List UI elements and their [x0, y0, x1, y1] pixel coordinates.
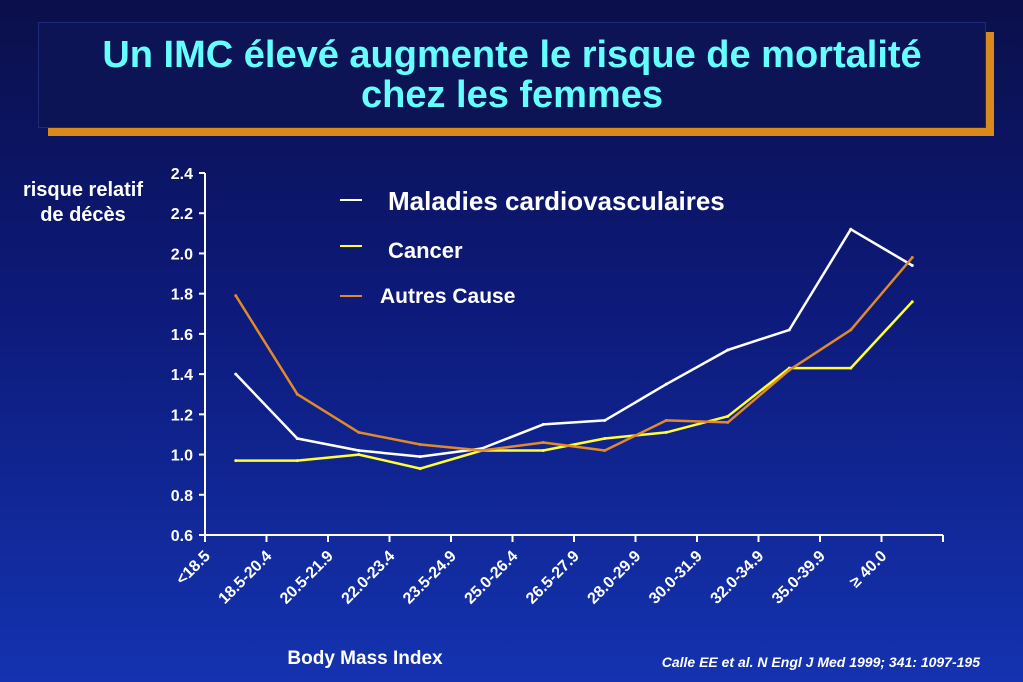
data-point	[357, 430, 361, 434]
data-point	[234, 459, 238, 463]
y-tick-label: 0.6	[171, 528, 193, 545]
data-point	[787, 328, 791, 332]
data-point	[849, 366, 853, 370]
title-box: Un IMC élevé augmente le risque de morta…	[38, 22, 986, 128]
data-point	[849, 227, 853, 231]
legend-label: Autres Cause	[380, 285, 515, 308]
data-point	[787, 368, 791, 372]
y-tick-label: 2.4	[171, 166, 193, 183]
data-point	[357, 453, 361, 457]
data-point	[234, 294, 238, 298]
data-point	[541, 422, 545, 426]
y-tick-label: 1.2	[171, 407, 193, 424]
data-point	[603, 418, 607, 422]
data-point	[664, 382, 668, 386]
data-point	[480, 449, 484, 453]
data-point	[910, 255, 914, 259]
data-point	[849, 328, 853, 332]
x-tick-label: 20.5-21.9	[277, 548, 337, 608]
x-tick-label: 32.0-34.9	[708, 548, 768, 608]
x-tick-label: 18.5-20.4	[216, 548, 276, 608]
data-point	[910, 264, 914, 268]
legend-label: Maladies cardiovasculaires	[388, 186, 725, 216]
series-line-2	[235, 300, 914, 470]
slide-title: Un IMC élevé augmente le risque de morta…	[102, 34, 922, 116]
legend-label: Cancer	[388, 238, 463, 263]
y-tick-label: 1.0	[171, 448, 193, 465]
data-point	[910, 300, 914, 304]
x-tick-label: 23.5-24.9	[400, 548, 460, 608]
data-point	[541, 449, 545, 453]
data-point	[357, 449, 361, 453]
x-tick-label: 35.0-39.9	[769, 548, 829, 608]
data-point	[418, 467, 422, 471]
x-tick-label: ≥ 40.0	[847, 548, 890, 591]
data-point	[603, 449, 607, 453]
x-axis-label: Body Mass Index	[287, 648, 443, 669]
data-point	[726, 348, 730, 352]
y-tick-label: 0.8	[171, 488, 193, 505]
series-line-1	[234, 228, 913, 458]
data-point	[295, 392, 299, 396]
citation: Calle EE et al. N Engl J Med 1999; 341: …	[661, 654, 980, 670]
data-point	[664, 430, 668, 434]
data-point	[603, 436, 607, 440]
data-point	[726, 414, 730, 418]
data-point	[295, 459, 299, 463]
data-point	[726, 420, 730, 424]
data-point	[664, 418, 668, 422]
data-point	[418, 455, 422, 459]
x-tick-label: 28.0-29.9	[585, 548, 645, 608]
y-tick-label: 2.0	[171, 246, 193, 263]
x-tick-label: 25.0-26.4	[462, 548, 522, 608]
y-tick-label: 1.4	[171, 367, 193, 384]
data-point	[234, 372, 238, 376]
x-tick-label: 26.5-27.9	[523, 548, 583, 608]
y-axis-label: risque relatif de décès	[22, 179, 144, 226]
x-tick-label: 22.0-23.4	[339, 548, 399, 608]
data-point	[418, 443, 422, 446]
y-tick-label: 1.6	[171, 327, 193, 344]
x-tick-label: 30.0-31.9	[646, 548, 706, 608]
y-tick-label: 2.2	[171, 206, 193, 223]
data-point	[541, 440, 545, 444]
y-tick-label: 1.8	[171, 287, 193, 304]
data-point	[295, 436, 299, 440]
series-line-3	[234, 256, 914, 452]
x-tick-label: <18.5	[173, 548, 214, 589]
